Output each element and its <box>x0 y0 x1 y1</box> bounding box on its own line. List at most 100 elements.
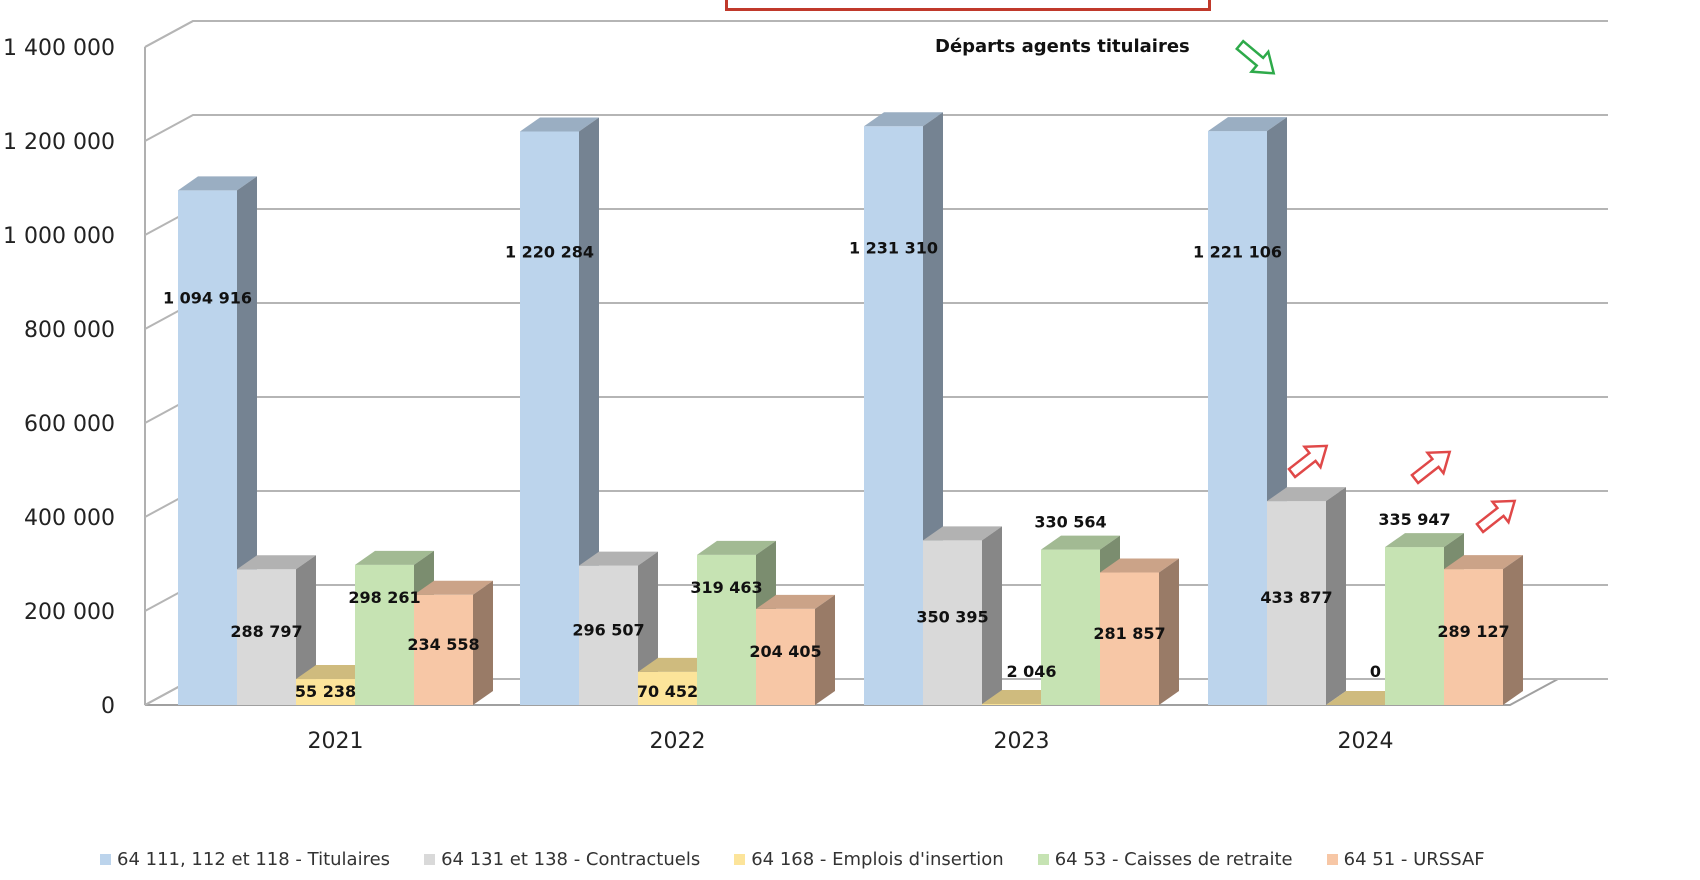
y-tick-label: 200 000 <box>24 600 115 625</box>
bar-2024-1 <box>1267 487 1346 705</box>
arrow-shape <box>1475 499 1517 534</box>
data-label: 296 507 <box>572 620 644 639</box>
data-label: 234 558 <box>407 635 479 654</box>
bar-front <box>1385 547 1444 705</box>
bar-front <box>923 540 982 705</box>
gridline <box>144 114 1608 142</box>
bar-top <box>355 550 434 565</box>
legend-label: 64 168 - Emplois d'insertion <box>751 849 1004 870</box>
bar-front <box>1100 572 1159 705</box>
legend-swatch <box>424 854 436 865</box>
bar-2023-1 <box>923 526 1002 705</box>
legend-item: 64 51 - URSSAF <box>1326 849 1485 870</box>
data-label: 55 238 <box>295 682 356 701</box>
data-label: 335 947 <box>1378 510 1450 529</box>
data-label: 289 127 <box>1437 622 1509 641</box>
arrow-shape <box>1287 444 1329 479</box>
title-box <box>725 0 1211 11</box>
x-category-label: 2024 <box>1338 729 1394 754</box>
bar-front <box>982 704 1041 705</box>
bar-front <box>237 569 296 705</box>
y-axis-ticks: 0 200 000 400 000 600 000 800 000 1 000 000 1 … <box>3 36 115 719</box>
bar-front <box>296 679 355 705</box>
bar-top <box>1208 117 1287 132</box>
annotation-text: Départs agents titulaires <box>935 36 1190 57</box>
legend-item: 64 131 et 138 - Contractuels <box>424 849 700 870</box>
bar-top <box>178 176 257 191</box>
bar-top <box>1041 535 1120 550</box>
bar-front <box>638 671 697 705</box>
bar-side <box>473 580 493 705</box>
gridline <box>144 20 1608 48</box>
bar-front <box>579 565 638 705</box>
bar-2024-4 <box>1444 555 1523 705</box>
bar-top <box>579 551 658 566</box>
data-label: 350 395 <box>916 608 988 627</box>
legend: 64 111, 112 et 118 - Titulaires 64 131 et… <box>100 849 1485 870</box>
bar-side <box>982 526 1002 705</box>
y-tick-label: 400 000 <box>24 506 115 531</box>
legend-swatch <box>100 854 111 865</box>
data-label: 204 405 <box>749 642 821 661</box>
bar-front <box>864 126 923 705</box>
bar-side <box>1159 558 1179 705</box>
bar-front <box>414 594 473 705</box>
data-label: 433 877 <box>1260 588 1332 607</box>
bar-top <box>1385 533 1464 548</box>
data-label: 281 857 <box>1093 624 1165 643</box>
bar-2022-0 <box>520 117 599 705</box>
bar-side <box>1326 487 1346 705</box>
y-tick-label: 1 200 000 <box>3 130 115 155</box>
legend-label: 64 53 - Caisses de retraite <box>1054 849 1293 870</box>
bar-front <box>1208 131 1267 705</box>
legend-label: 64 131 et 138 - Contractuels <box>441 849 701 870</box>
x-axis-categories: 2021 2022 2023 2024 <box>308 729 1394 754</box>
legend-item: 64 111, 112 et 118 - Titulaires <box>100 849 390 870</box>
up-right-arrow-icon <box>1287 444 1329 479</box>
data-label: 288 797 <box>230 622 302 641</box>
bar-top <box>697 540 776 555</box>
bar-2023-4 <box>1100 558 1179 705</box>
legend-item: 64 53 - Caisses de retraite <box>1037 849 1293 870</box>
bar-top <box>1100 558 1179 573</box>
bar-series <box>178 112 1523 706</box>
bar-2021-4 <box>414 580 493 705</box>
data-label: 1 220 284 <box>505 243 594 262</box>
data-label: 70 452 <box>637 682 698 701</box>
legend-swatch <box>734 854 746 865</box>
y-tick-label: 1 400 000 <box>3 36 115 61</box>
bar-top <box>864 112 943 127</box>
y-tick-label: 800 000 <box>24 318 115 343</box>
annotations: Départs agents titulaires <box>935 36 1517 534</box>
bar-top <box>923 526 1002 541</box>
bar-front <box>355 564 414 705</box>
bar-front <box>520 131 579 705</box>
y-tick-label: 600 000 <box>24 412 115 437</box>
data-label: 1 221 106 <box>1193 242 1282 261</box>
bar-top <box>520 117 599 132</box>
data-label: 1 231 310 <box>849 239 938 258</box>
x-category-label: 2023 <box>994 729 1050 754</box>
bar-chart: 0 200 000 400 000 600 000 800 000 1 000 000 1 … <box>3 20 1608 754</box>
bar-front <box>1267 501 1326 705</box>
bar-front <box>756 608 815 705</box>
bar-front <box>697 554 756 705</box>
up-right-arrow-icon <box>1410 450 1452 485</box>
up-right-arrow-icon <box>1475 499 1517 534</box>
bar-front <box>178 190 237 706</box>
y-tick-label: 0 <box>101 694 115 719</box>
x-category-label: 2022 <box>650 729 706 754</box>
bar-top <box>414 580 493 595</box>
bar-top <box>237 555 316 570</box>
bar-top <box>756 594 835 609</box>
bar-side <box>1503 555 1523 705</box>
data-label: 0 <box>1370 662 1381 681</box>
data-label: 2 046 <box>1006 662 1056 681</box>
bar-top <box>1267 487 1346 502</box>
arrow-shape <box>1235 39 1276 75</box>
bar-top <box>1444 555 1523 570</box>
bar-side <box>296 555 316 705</box>
data-label: 330 564 <box>1034 513 1106 532</box>
x-category-label: 2021 <box>308 729 364 754</box>
bar-front <box>1444 569 1503 705</box>
